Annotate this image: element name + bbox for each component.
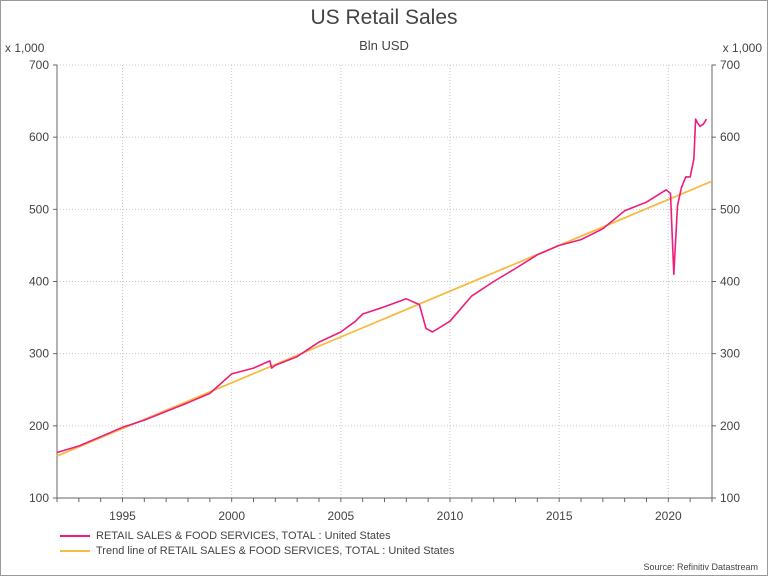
y-tick-label-right-500: 500 — [720, 202, 740, 216]
y-tick-label-left-200: 200 — [29, 419, 49, 433]
x-tick-label-1995: 1995 — [109, 509, 136, 523]
chart-title: US Retail Sales — [310, 6, 458, 29]
y-tick-label-left-100: 100 — [29, 491, 49, 505]
y-tick-label-left-300: 300 — [29, 347, 49, 361]
legend-entry-trend-line: Trend line of RETAIL SALES & FOOD SERVIC… — [60, 545, 454, 557]
series-lines — [56, 118, 713, 457]
y-tick-label-right-200: 200 — [720, 419, 740, 433]
grid-lines — [57, 64, 712, 498]
chart-subtitle: Bln USD — [359, 38, 409, 53]
series-line-trend — [56, 180, 713, 457]
legend-entry-retail-sales: RETAIL SALES & FOOD SERVICES, TOTAL : Un… — [60, 530, 391, 542]
y-tick-label-left-400: 400 — [29, 275, 49, 289]
x-tick-label-2005: 2005 — [327, 509, 354, 523]
y-tick-label-right-700: 700 — [720, 58, 740, 72]
series-line-retail-sales — [56, 118, 708, 454]
legend-label-retail-sales: RETAIL SALES & FOOD SERVICES, TOTAL : Un… — [96, 530, 391, 542]
y-tick-label-right-400: 400 — [720, 275, 740, 289]
x-tick-label-2000: 2000 — [218, 509, 245, 523]
y-unit-left: x 1,000 — [5, 41, 45, 55]
x-tick-label-2020: 2020 — [655, 509, 682, 523]
y-tick-label-left-600: 600 — [29, 130, 49, 144]
y-tick-label-right-600: 600 — [720, 130, 740, 144]
tick-labels: 100 100 200 200 300 300 400 400 500 500 600 600 700 7… — [29, 58, 740, 523]
axes — [53, 64, 716, 502]
x-tick-label-2015: 2015 — [546, 509, 573, 523]
legend-label-trend-line: Trend line of RETAIL SALES & FOOD SERVIC… — [96, 545, 455, 557]
y-tick-label-right-100: 100 — [720, 491, 740, 505]
y-tick-label-left-700: 700 — [29, 58, 49, 72]
y-tick-label-left-500: 500 — [29, 202, 49, 216]
y-tick-label-right-300: 300 — [720, 347, 740, 361]
y-unit-right: x 1,000 — [722, 41, 762, 55]
source-note: Source: Refinitiv Datastream — [643, 562, 758, 572]
x-tick-label-2010: 2010 — [437, 509, 464, 523]
legend-swatch-trend-line — [60, 550, 90, 553]
legend-swatch-retail-sales — [60, 535, 90, 538]
